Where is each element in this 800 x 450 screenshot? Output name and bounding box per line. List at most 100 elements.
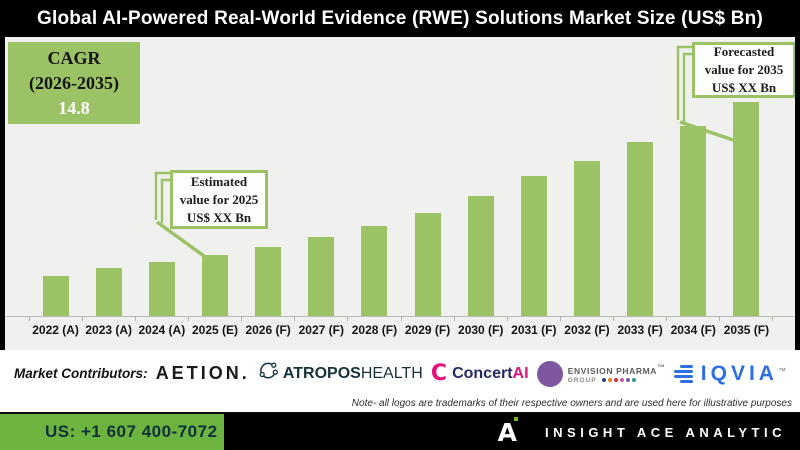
concertai-logo: C ConcertAI	[431, 361, 529, 386]
atropos-logo-text-light: HEALTH	[360, 364, 423, 382]
bar	[255, 247, 282, 316]
atropos-icon	[258, 361, 278, 386]
bar-column	[667, 86, 720, 316]
x-axis-label: 2023 (A)	[85, 323, 133, 337]
iqvia-logo: IQVIA™	[673, 361, 786, 386]
chart-area: 2022 (A) 2023 (A) 2024 (A) 2025 (E) 2026 (F)…	[0, 37, 800, 350]
axis-tick	[612, 317, 666, 321]
iqvia-tm: ™	[777, 366, 786, 376]
axis-tick	[29, 317, 82, 321]
phone-segment: US: +1 607 400-7072	[0, 414, 224, 450]
bar-column	[295, 86, 348, 316]
x-axis-label: 2022 (A)	[32, 323, 79, 337]
x-axis-label: 2034 (F)	[670, 323, 716, 337]
axis-tick	[665, 317, 719, 321]
forecasted-callout-line2: value for 2035	[704, 62, 784, 77]
bar	[733, 102, 760, 316]
iqvia-icon	[673, 364, 693, 383]
estimated-callout-line2: value for 2025	[179, 191, 259, 207]
envision-dots-icon	[601, 378, 636, 383]
forecasted-callout: Forecasted value for 2035 US$ XX Bn	[692, 42, 796, 98]
cagr-label: CAGR	[47, 47, 101, 68]
concertai-logo-text-ai: AI	[512, 364, 529, 382]
axis-tick	[188, 317, 241, 321]
bar-column	[401, 86, 454, 316]
x-axis-label: 2026 (F)	[245, 323, 291, 337]
estimated-callout-line1: Estimated	[190, 173, 248, 189]
aetion-logo: AETION.	[156, 363, 250, 384]
x-axis-label: 2031 (F)	[511, 323, 557, 337]
bar	[627, 142, 654, 316]
concertai-icon: C	[430, 361, 448, 386]
x-axis-label: 2027 (F)	[298, 323, 344, 337]
bar	[201, 255, 228, 316]
bars	[29, 86, 773, 316]
bar-column	[82, 86, 135, 316]
concertai-logo-text: Concert	[452, 364, 513, 382]
x-ticks	[29, 317, 773, 321]
bar-column	[560, 86, 613, 316]
bar	[467, 196, 494, 316]
bar-column	[242, 86, 295, 316]
bar	[148, 262, 175, 316]
x-axis-label: 2025 (E)	[191, 323, 238, 337]
title-bar: Global AI-Powered Real-World Evidence (R…	[0, 0, 800, 37]
axis-tick	[453, 317, 507, 321]
bar	[361, 226, 388, 316]
contributors-label: Market Contributors:	[14, 366, 148, 381]
bar	[95, 268, 122, 316]
bar-column	[29, 86, 82, 316]
bar-column	[454, 86, 507, 316]
axis-tick	[506, 317, 560, 321]
bar-column	[507, 86, 560, 316]
brand-segment: A INSIGHT ACE ANALYTIC	[224, 414, 800, 450]
x-axis-label: 2028 (F)	[351, 323, 398, 337]
envision-pharma-logo: ENVISION PHARMA™ GROUP	[536, 360, 666, 387]
axis-tick	[135, 317, 188, 321]
atropos-health-logo: ATROPOSHEALTH	[258, 361, 423, 386]
forecasted-callout-line3: US$ XX Bn	[711, 80, 777, 95]
aetion-logo-text: AETION.	[155, 363, 250, 383]
bar	[42, 276, 69, 316]
x-labels: 2022 (A) 2023 (A) 2024 (A) 2025 (E) 2026 (F)…	[29, 323, 773, 337]
envision-icon	[536, 360, 563, 387]
x-axis-label: 2033 (F)	[617, 323, 663, 337]
trademark-note: Note- all logos are trademarks of their …	[0, 397, 800, 412]
x-axis-label: 2024 (A)	[138, 323, 186, 337]
bar-column	[614, 86, 667, 316]
bar-column	[135, 86, 188, 316]
forecasted-callout-line1: Forecasted	[713, 44, 775, 59]
axis-tick	[559, 317, 613, 321]
callout-leader-lines	[154, 45, 743, 258]
bar	[680, 126, 707, 316]
iqvia-logo-text: IQVIA	[700, 361, 778, 385]
envision-logo-text: ENVISION PHARMA	[567, 365, 657, 376]
left-border	[0, 37, 5, 350]
envision-tm: ™	[657, 363, 666, 373]
axis-tick	[82, 317, 135, 321]
bar-column	[348, 86, 401, 316]
bar	[520, 176, 547, 316]
x-axis-label: 2029 (F)	[404, 323, 451, 337]
axis-tick	[719, 317, 772, 321]
brand-name: INSIGHT ACE ANALYTIC	[545, 424, 786, 440]
axis-tick	[241, 317, 294, 321]
x-axis-label: 2030 (F)	[458, 323, 504, 337]
bar-column	[720, 86, 773, 316]
bar	[573, 161, 600, 316]
estimated-callout: Estimated value for 2025 US$ XX Bn	[170, 170, 268, 229]
axis-tick	[294, 317, 347, 321]
bar	[308, 237, 335, 316]
insight-ace-logo-icon: A	[497, 416, 519, 447]
bar-column	[188, 86, 241, 316]
cagr-period: (2026-2035)	[29, 72, 119, 93]
cagr-value: 14.8	[58, 97, 90, 118]
chart-title: Global AI-Powered Real-World Evidence (R…	[36, 8, 763, 29]
estimated-callout-line3: US$ XX Bn	[186, 209, 252, 225]
right-border	[795, 37, 800, 350]
bar	[414, 213, 441, 316]
x-axis-label: 2035 (F)	[723, 323, 770, 337]
bottom-bar: US: +1 607 400-7072 A INSIGHT ACE ANALYT…	[0, 412, 800, 450]
x-axis-line	[6, 316, 794, 317]
